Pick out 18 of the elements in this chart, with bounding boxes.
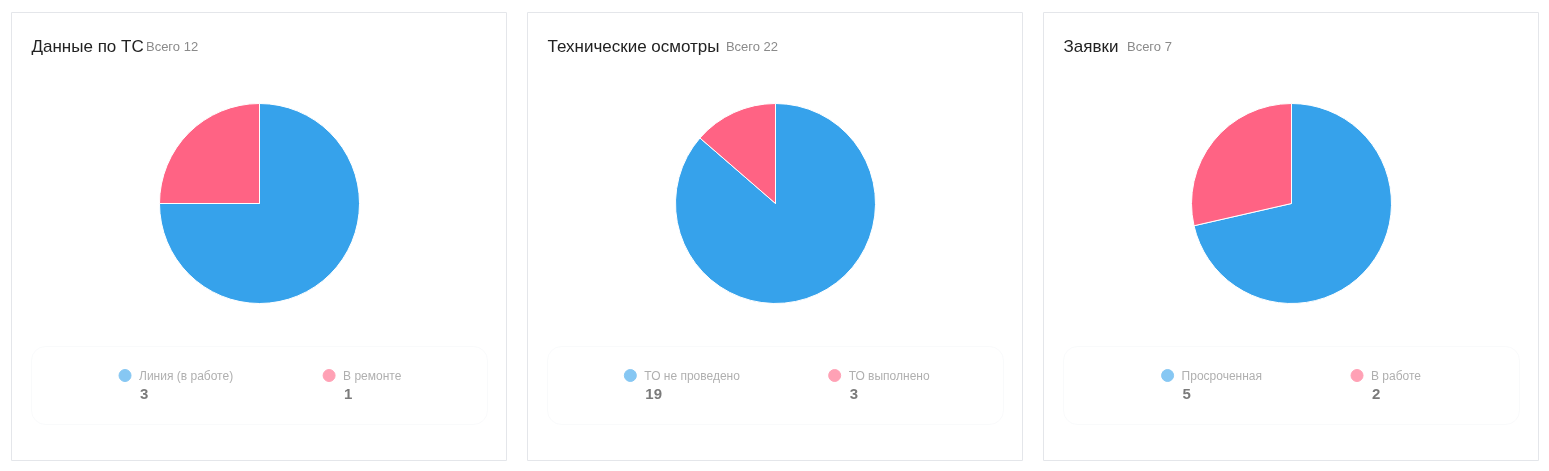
- legend-label: ТО выполнено: [848, 368, 930, 383]
- legend-label: Линия (в работе): [139, 368, 234, 383]
- data-label: 3: [140, 384, 149, 402]
- legend-label: ТО не проведено: [644, 368, 741, 383]
- legend-label: В ремонте: [343, 368, 402, 383]
- chart-title: Заявки: [1063, 37, 1119, 56]
- chart-subtitle: Всего 22: [725, 38, 779, 54]
- chart-subtitle: Всего 12: [145, 38, 199, 54]
- legend-label: В работе: [1371, 368, 1422, 383]
- chart-title: Технические осмотры: [547, 37, 720, 56]
- legend-label: Просроченная: [1181, 368, 1262, 383]
- chart-title: Данные по ТС: [31, 37, 144, 56]
- data-label: 2: [1372, 384, 1381, 402]
- data-label: 19: [645, 384, 663, 402]
- data-label: 1: [344, 384, 353, 402]
- chart-subtitle: Всего 7: [1126, 38, 1172, 54]
- data-label: 3: [849, 384, 858, 402]
- data-label: 5: [1182, 384, 1191, 402]
